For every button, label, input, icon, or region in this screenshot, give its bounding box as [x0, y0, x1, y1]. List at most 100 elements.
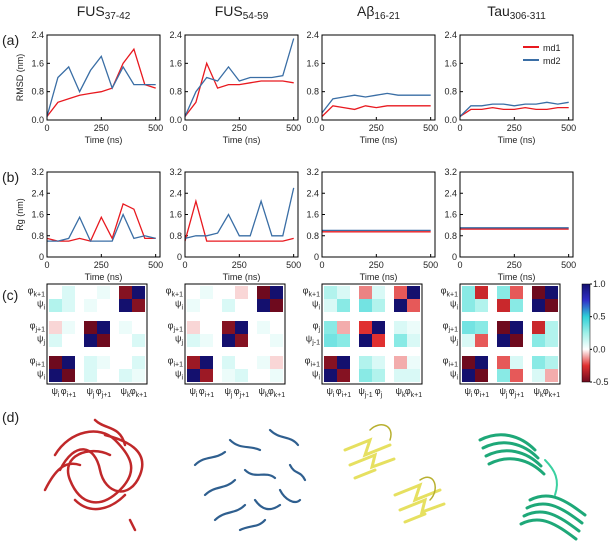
x-tick-label: 0 — [44, 123, 49, 133]
y-tick-label: 0.0 — [306, 115, 319, 125]
heatmap-cell — [462, 369, 475, 382]
heatmap-cell — [84, 321, 97, 334]
y-tick-label: ψi — [450, 299, 458, 312]
x-tick-label-main: φ — [234, 386, 240, 396]
x-tick-label-main: ψ — [358, 386, 364, 396]
heatmap-cell — [187, 369, 200, 382]
heatmap-cell — [235, 369, 248, 382]
heatmap-cell — [222, 299, 235, 312]
x-tick-label-sub: j+1 — [514, 392, 525, 399]
heatmap-cell — [532, 334, 545, 347]
heatmap-cell — [394, 334, 407, 347]
heatmap-cell — [257, 321, 270, 334]
x-axis-label: Time (ns) — [498, 272, 536, 282]
x-tick-label-main: φ — [96, 386, 102, 396]
x-tick-label-sub: i+1 — [67, 392, 77, 399]
y-axis-label: Rg (nm) — [15, 198, 25, 231]
heatmap-cell — [257, 286, 270, 299]
heatmap-cell — [394, 356, 407, 369]
x-tick-label-sub: k+1 — [274, 392, 286, 399]
panel-title-main: Tau — [487, 3, 510, 19]
plot-frame — [321, 34, 436, 121]
x-tick-label: 0 — [182, 260, 187, 270]
y-tick-label-sub: i — [318, 305, 320, 312]
y-tick-label: φk+1 — [441, 286, 458, 299]
y-tick-label-main: φ — [168, 356, 174, 366]
heatmap-cell — [97, 356, 110, 369]
heatmap-cell — [532, 356, 545, 369]
heatmap-cell — [97, 321, 110, 334]
plot-frame — [459, 171, 574, 258]
y-tick-label: 1.6 — [306, 210, 319, 220]
heatmap-cell — [394, 321, 407, 334]
y-tick-label: 2.4 — [306, 30, 319, 40]
heatmap-cell — [359, 334, 372, 347]
x-tick-label: 250 — [94, 123, 109, 133]
y-tick-label: ψj — [175, 334, 183, 347]
y-tick-label: 0.8 — [31, 87, 44, 97]
heatmap-cell — [222, 369, 235, 382]
x-tick-label-sub: k — [540, 392, 544, 399]
fus37-structure — [43, 418, 144, 532]
legend-label: md2 — [543, 56, 561, 66]
panel-title-main: FUS — [77, 3, 105, 19]
panel-title-sub: 54-59 — [243, 11, 269, 22]
heatmap-cell — [324, 321, 337, 334]
heatmap-cell — [497, 321, 510, 334]
x-tick-label-main: ψ — [190, 386, 196, 396]
y-tick-label: ψj — [37, 334, 45, 347]
heatmap-cell — [324, 369, 337, 382]
x-tick-label: φi+1 — [474, 386, 489, 399]
x-axis-label: Time (ns) — [360, 272, 398, 282]
y-tick-label-sub: k+1 — [172, 292, 184, 299]
heatmap-cell — [324, 356, 337, 369]
x-tick-label-main: ψ — [396, 386, 402, 396]
x-tick-label-main: ψ — [465, 386, 471, 396]
molecule-images — [43, 418, 587, 541]
colorbar — [581, 283, 591, 383]
heatmap-cell — [49, 286, 62, 299]
x-tick-label-sub: j — [92, 392, 95, 399]
plot-frame — [46, 34, 161, 121]
x-tick-label: 500 — [286, 260, 301, 270]
x-tick-label: 250 — [369, 260, 384, 270]
x-tick-label: 0 — [182, 123, 187, 133]
heatmap-cell — [132, 286, 145, 299]
x-tick-label: 0 — [457, 260, 462, 270]
plot-frame — [184, 34, 299, 121]
heatmap-frame — [459, 283, 561, 385]
x-tick-label-sub: k — [402, 392, 406, 399]
x-tick-label-sub: j-1 — [364, 392, 373, 399]
series-line — [46, 47, 156, 117]
heatmap-cell — [324, 334, 337, 347]
y-tick-label-sub: i — [43, 375, 45, 382]
y-tick-label-main: ψ — [37, 369, 43, 379]
heatmap-cell — [394, 369, 407, 382]
x-tick-label: 250 — [507, 123, 522, 133]
y-tick-label-main: ψ — [450, 369, 456, 379]
x-tick-label: ψk — [259, 386, 269, 399]
heatmap-cell — [497, 334, 510, 347]
heatmap-cell — [359, 321, 372, 334]
y-tick-label-main: φ — [28, 286, 34, 296]
colorbar-tick-label: 0.0 — [593, 344, 606, 354]
y-tick-label-sub: k+1 — [309, 292, 321, 299]
heatmap-cell — [49, 356, 62, 369]
heatmap-cell — [132, 369, 145, 382]
heatmap-cell — [407, 369, 420, 382]
heatmap-cell — [200, 369, 213, 382]
heatmap-cell — [475, 299, 488, 312]
panel-title-sub: 37-42 — [105, 11, 131, 22]
heatmap-cell — [462, 334, 475, 347]
x-tick-label: ψk — [396, 386, 406, 399]
plot-frame — [459, 34, 574, 121]
y-tick-label-main: φ — [303, 286, 309, 296]
x-tick-label-sub: i+1 — [480, 392, 490, 399]
heatmap-cell — [337, 299, 350, 312]
x-tick-label-sub: k+1 — [136, 392, 148, 399]
y-tick-label: 0.0 — [444, 115, 457, 125]
heatmap-cell — [510, 369, 523, 382]
x-tick-label-main: ψ — [327, 386, 333, 396]
heatmap-cell — [545, 334, 558, 347]
heatmap-cell — [532, 299, 545, 312]
